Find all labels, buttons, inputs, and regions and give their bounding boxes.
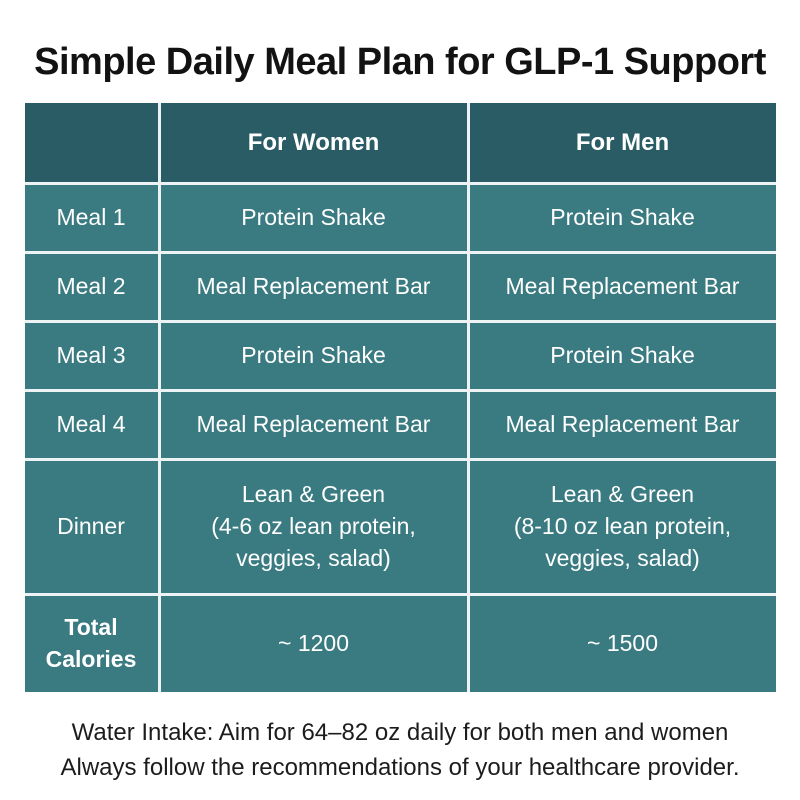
cell-total-calories-men: ~ 1500: [469, 596, 776, 692]
page-title: Simple Daily Meal Plan for GLP-1 Support: [34, 41, 766, 83]
cell-meal-4-women: Meal Replacement Bar: [160, 392, 467, 458]
cell-meal-1-women: Protein Shake: [160, 185, 467, 251]
meal-plan-table: For Women For Men Meal 1 Protein Shake P…: [24, 103, 776, 692]
cell-dinner-men: Lean & Green (8-10 oz lean protein, vegg…: [469, 461, 776, 593]
cell-meal-3-men: Protein Shake: [469, 323, 776, 389]
table-header-corner: [24, 103, 158, 182]
row-label-total-calories: Total Calories: [24, 596, 158, 692]
footer-notes: Water Intake: Aim for 64–82 oz daily for…: [0, 715, 800, 785]
disclaimer-note: Always follow the recommendations of you…: [60, 754, 740, 781]
cell-meal-2-men: Meal Replacement Bar: [469, 254, 776, 320]
row-label-meal-2: Meal 2: [24, 254, 158, 320]
cell-meal-2-women: Meal Replacement Bar: [160, 254, 467, 320]
cell-meal-4-men: Meal Replacement Bar: [469, 392, 776, 458]
row-label-meal-3: Meal 3: [24, 323, 158, 389]
table-header-for-women: For Women: [160, 103, 467, 182]
cell-dinner-women: Lean & Green (4-6 oz lean protein, veggi…: [160, 461, 467, 593]
water-intake-note: Water Intake: Aim for 64–82 oz daily for…: [71, 719, 729, 746]
row-label-meal-1: Meal 1: [24, 185, 158, 251]
cell-meal-1-men: Protein Shake: [469, 185, 776, 251]
table-header-for-men: For Men: [469, 103, 776, 182]
row-label-dinner: Dinner: [24, 461, 158, 593]
cell-meal-3-women: Protein Shake: [160, 323, 467, 389]
cell-total-calories-women: ~ 1200: [160, 596, 467, 692]
row-label-meal-4: Meal 4: [24, 392, 158, 458]
